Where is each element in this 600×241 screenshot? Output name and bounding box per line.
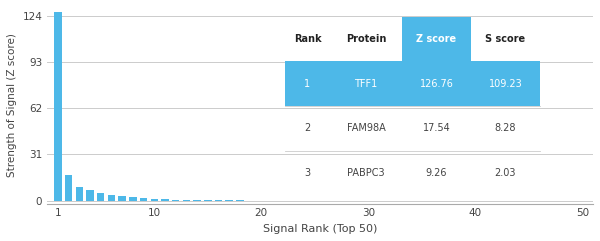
Bar xyxy=(193,200,201,201)
Bar xyxy=(172,200,179,201)
Bar xyxy=(86,190,94,201)
Y-axis label: Strength of Signal (Z score): Strength of Signal (Z score) xyxy=(7,33,17,177)
Bar xyxy=(76,187,83,201)
Bar xyxy=(108,195,115,201)
Text: FAM98A: FAM98A xyxy=(347,123,385,133)
Text: 109.23: 109.23 xyxy=(488,79,523,89)
Bar xyxy=(118,196,126,201)
Text: Protein: Protein xyxy=(346,34,386,44)
Bar xyxy=(204,200,212,201)
Text: 2: 2 xyxy=(304,123,311,133)
Text: Z score: Z score xyxy=(416,34,457,44)
Text: 1: 1 xyxy=(304,79,311,89)
Bar xyxy=(97,193,104,201)
Text: 17.54: 17.54 xyxy=(422,123,451,133)
Text: TFF1: TFF1 xyxy=(355,79,377,89)
Text: S score: S score xyxy=(485,34,526,44)
Bar xyxy=(54,12,62,201)
Bar xyxy=(215,200,222,201)
Bar xyxy=(129,197,137,201)
Bar xyxy=(65,174,73,201)
Text: PABPC3: PABPC3 xyxy=(347,168,385,178)
Bar xyxy=(182,200,190,201)
Bar xyxy=(140,198,148,201)
Text: 8.28: 8.28 xyxy=(495,123,516,133)
Text: 2.03: 2.03 xyxy=(495,168,516,178)
Text: 9.26: 9.26 xyxy=(426,168,447,178)
Bar xyxy=(151,199,158,201)
Bar xyxy=(161,199,169,201)
Text: 126.76: 126.76 xyxy=(419,79,454,89)
X-axis label: Signal Rank (Top 50): Signal Rank (Top 50) xyxy=(263,224,377,234)
Text: Rank: Rank xyxy=(293,34,322,44)
Text: 3: 3 xyxy=(304,168,311,178)
